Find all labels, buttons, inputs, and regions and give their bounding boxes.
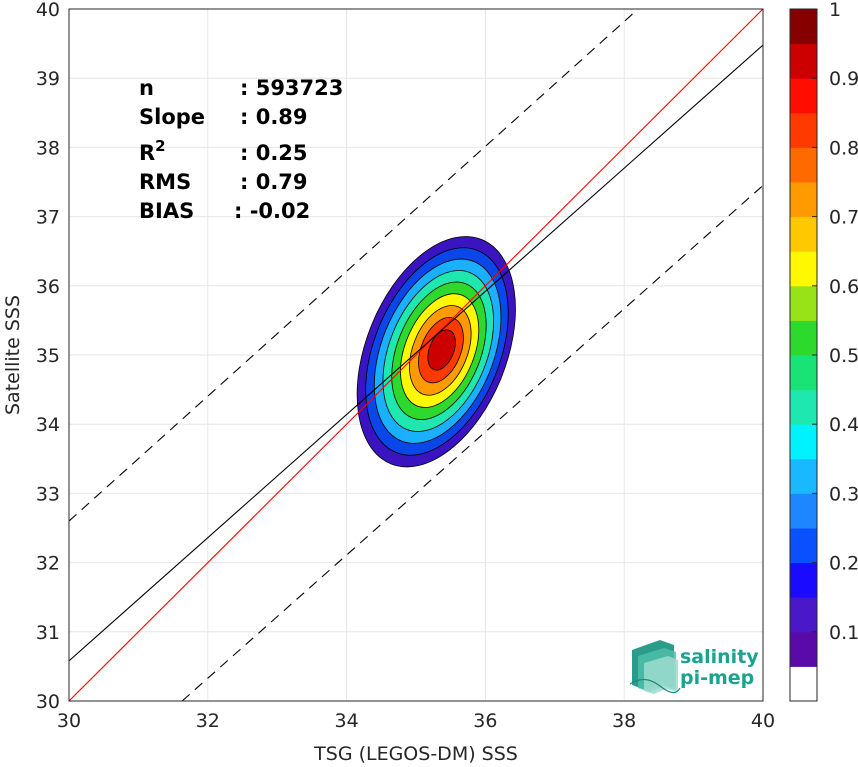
colorbar	[789, 8, 818, 702]
colorbar-segment	[790, 112, 817, 148]
y-tick-label: 37	[36, 207, 60, 229]
stat-label: n	[139, 76, 154, 100]
colorbar-segment	[790, 666, 817, 702]
colorbar-segment	[790, 528, 817, 564]
x-tick-label: 36	[473, 710, 497, 732]
colorbar-segment	[790, 78, 817, 114]
colorbar-segment	[790, 458, 817, 494]
plot-frame	[68, 8, 764, 702]
stat-label: RMS	[139, 170, 191, 194]
x-tick-label: 34	[335, 710, 359, 732]
x-tick-label: 38	[612, 710, 636, 732]
colorbar-tick-label: 0.6	[829, 276, 858, 298]
y-tick-label: 36	[36, 276, 60, 298]
y-axis-label: Satellite SSS	[2, 295, 24, 415]
colorbar-segment	[790, 251, 817, 287]
y-tick-label: 31	[36, 622, 60, 644]
colorbar-segment	[790, 631, 817, 667]
colorbar-segment	[790, 285, 817, 321]
y-tick-labels: 30 31 32 33 34 35 36 37 38 39 40	[36, 0, 60, 713]
identity-line	[68, 8, 764, 702]
x-tick-label: 32	[196, 710, 220, 732]
x-axis-label: TSG (LEGOS-DM) SSS	[313, 743, 518, 765]
colorbar-segment	[790, 216, 817, 252]
colorbar-segment	[790, 9, 817, 45]
colorbar-tick-label: 0.4	[829, 414, 858, 436]
y-tick-label: 38	[36, 137, 60, 159]
density-contours	[356, 236, 516, 468]
colorbar-segment	[790, 320, 817, 356]
x-tick-labels: 30 32 34 36 38 40	[57, 710, 775, 732]
y-tick-label: 30	[36, 691, 60, 713]
colorbar-segment	[790, 182, 817, 218]
contour-level	[427, 329, 456, 371]
salinity-pimep-logo: salinity pi-mep	[629, 640, 759, 694]
upper-bound-line	[68, 8, 639, 522]
y-tick-label: 33	[36, 483, 60, 505]
colorbar-segment	[790, 493, 817, 529]
colorbar-segment	[790, 389, 817, 425]
logo-line2: pi-mep	[680, 667, 754, 689]
stat-label: Slope	[139, 105, 205, 129]
stat-label: BIAS	[139, 199, 194, 223]
y-tick-label: 39	[36, 68, 60, 90]
reference-lines	[68, 8, 764, 702]
logo-line1: salinity	[680, 646, 759, 668]
colorbar-tick-label: 0.5	[829, 345, 858, 367]
colorbar-tick-label: 1	[829, 0, 841, 21]
colorbar-tick-label: 0.9	[829, 68, 858, 90]
y-tick-label: 40	[36, 0, 60, 21]
y-tick-label: 35	[36, 345, 60, 367]
y-tick-label: 34	[36, 414, 60, 436]
colorbar-segment	[790, 597, 817, 633]
y-tick-label: 32	[36, 553, 60, 575]
colorbar-segment	[790, 355, 817, 391]
colorbar-segment	[790, 424, 817, 460]
stat-value: : 0.89	[240, 105, 308, 129]
x-tick-label: 30	[57, 710, 81, 732]
colorbar-tick-label: 0.2	[829, 553, 858, 575]
colorbar-segment	[790, 43, 817, 79]
colorbar-tick-labels: 0.1 0.2 0.3 0.4 0.5 0.6 0.7 0.8 0.9 1	[812, 0, 858, 644]
regression-line	[68, 44, 764, 662]
colorbar-tick-label: 0.1	[829, 622, 858, 644]
colorbar-segment	[790, 147, 817, 183]
stat-value: : 593723	[240, 76, 343, 100]
lower-bound-line	[181, 185, 764, 702]
colorbar-tick-label: 0.3	[829, 483, 858, 505]
colorbar-tick-label: 0.7	[829, 207, 858, 229]
x-tick-label: 40	[751, 710, 775, 732]
colorbar-tick-label: 0.8	[829, 137, 858, 159]
stat-value: : 0.25	[240, 141, 308, 165]
stat-value: : 0.79	[240, 170, 308, 194]
stat-value: : -0.02	[234, 199, 310, 223]
logo-waves-icon	[629, 640, 681, 694]
colorbar-segment	[790, 562, 817, 598]
